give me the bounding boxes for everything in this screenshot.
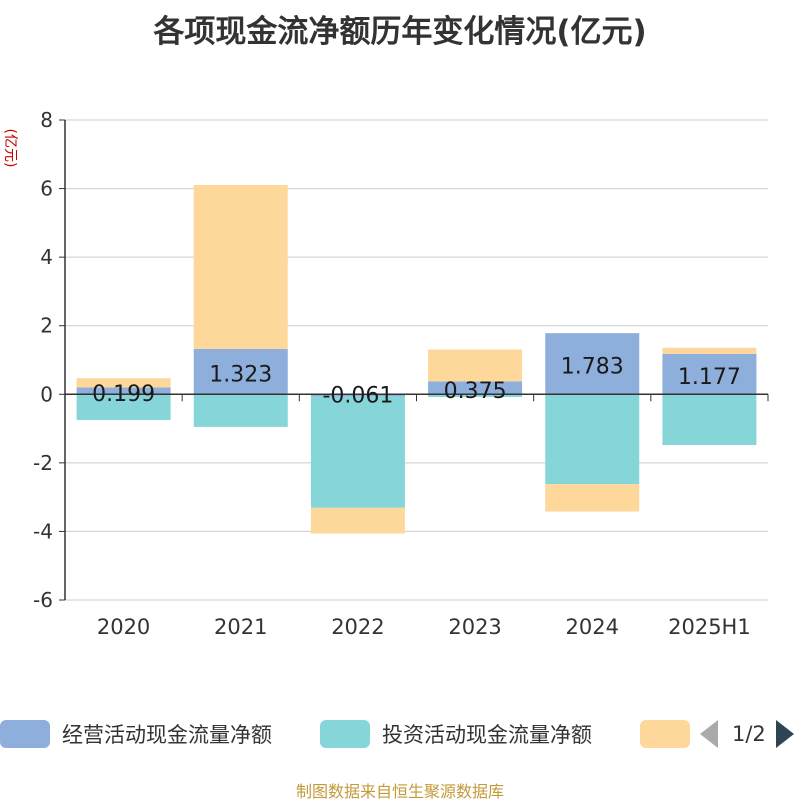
- legend-label: 投资活动现金流量净额: [382, 723, 592, 747]
- bar-segment: [428, 394, 523, 398]
- x-tick-label: 2024: [566, 615, 619, 639]
- source-note: 制图数据来自恒生聚源数据库: [295, 782, 504, 801]
- pager-prev-icon[interactable]: [700, 720, 718, 748]
- bar-segment: [76, 378, 171, 388]
- legend-swatch: [320, 720, 370, 748]
- data-label: 1.177: [678, 365, 741, 390]
- y-tick-label: -6: [33, 588, 53, 612]
- pager-text: 1/2: [732, 722, 766, 746]
- legend-pager: 1/2: [700, 718, 794, 750]
- data-label: 0.375: [444, 379, 507, 404]
- data-label: 1.783: [561, 355, 624, 380]
- y-tick-label: 2: [40, 314, 53, 338]
- legend-swatch: [640, 720, 690, 748]
- bar-segment: [662, 347, 757, 354]
- x-tick-label: 2025H1: [668, 615, 751, 639]
- legend-item-investing[interactable]: 投资活动现金流量净额: [320, 718, 592, 750]
- bar-segment: [76, 394, 171, 420]
- data-label: 0.199: [92, 382, 155, 407]
- bar-segment: [662, 394, 757, 446]
- bar-segment: [310, 507, 405, 534]
- y-tick-label: 8: [40, 108, 53, 132]
- legend-item-financing[interactable]: [640, 718, 690, 750]
- x-tick-label: 2020: [97, 615, 150, 639]
- y-tick-label: 4: [40, 245, 53, 269]
- x-tick-label: 2021: [214, 615, 267, 639]
- chart-plot: -6 -4 -2 0 2 4 6 8 2020 2021 2022 2023 2024 2025H1 0.…: [2, 108, 769, 639]
- bar-segment: [193, 394, 288, 427]
- legend-label: 经营活动现金流量净额: [62, 723, 272, 747]
- grid-lines: [65, 119, 768, 601]
- bar-segment: [545, 333, 640, 395]
- bar-segment: [193, 185, 288, 349]
- y-tick-label: -4: [33, 519, 53, 543]
- bar-segment: [428, 381, 523, 395]
- bar-segment: [310, 394, 405, 397]
- axes: -6 -4 -2 0 2 4 6 8 2020 2021 2022 2023 2024 2025H1: [33, 108, 769, 639]
- x-tick-label: 2023: [448, 615, 501, 639]
- bars: [76, 185, 757, 534]
- y-tick-label: -2: [33, 451, 53, 475]
- y-axis-label: (亿元): [2, 129, 18, 168]
- bar-segment: [428, 349, 523, 382]
- data-label: 1.323: [209, 363, 272, 388]
- pager-next-icon[interactable]: [775, 720, 794, 748]
- bar-segment: [662, 353, 757, 395]
- chart-title: 各项现金流净额历年变化情况(亿元): [153, 14, 647, 50]
- legend: 经营活动现金流量净额 投资活动现金流量净额 1/2: [0, 714, 800, 754]
- x-tick-label: 2022: [331, 615, 384, 639]
- data-labels: 0.199 1.323 -0.061 0.375 1.783 1.177: [92, 355, 741, 409]
- bar-segment: [545, 484, 640, 512]
- bar-segment: [310, 396, 405, 508]
- data-label: -0.061: [322, 383, 393, 408]
- bar-segment: [545, 394, 640, 485]
- bar-segment: [76, 387, 171, 395]
- legend-item-operating[interactable]: 经营活动现金流量净额: [0, 718, 272, 750]
- y-tick-label: 0: [40, 382, 53, 406]
- bar-segment: [193, 348, 288, 395]
- legend-swatch: [0, 720, 50, 748]
- y-tick-label: 6: [40, 177, 53, 201]
